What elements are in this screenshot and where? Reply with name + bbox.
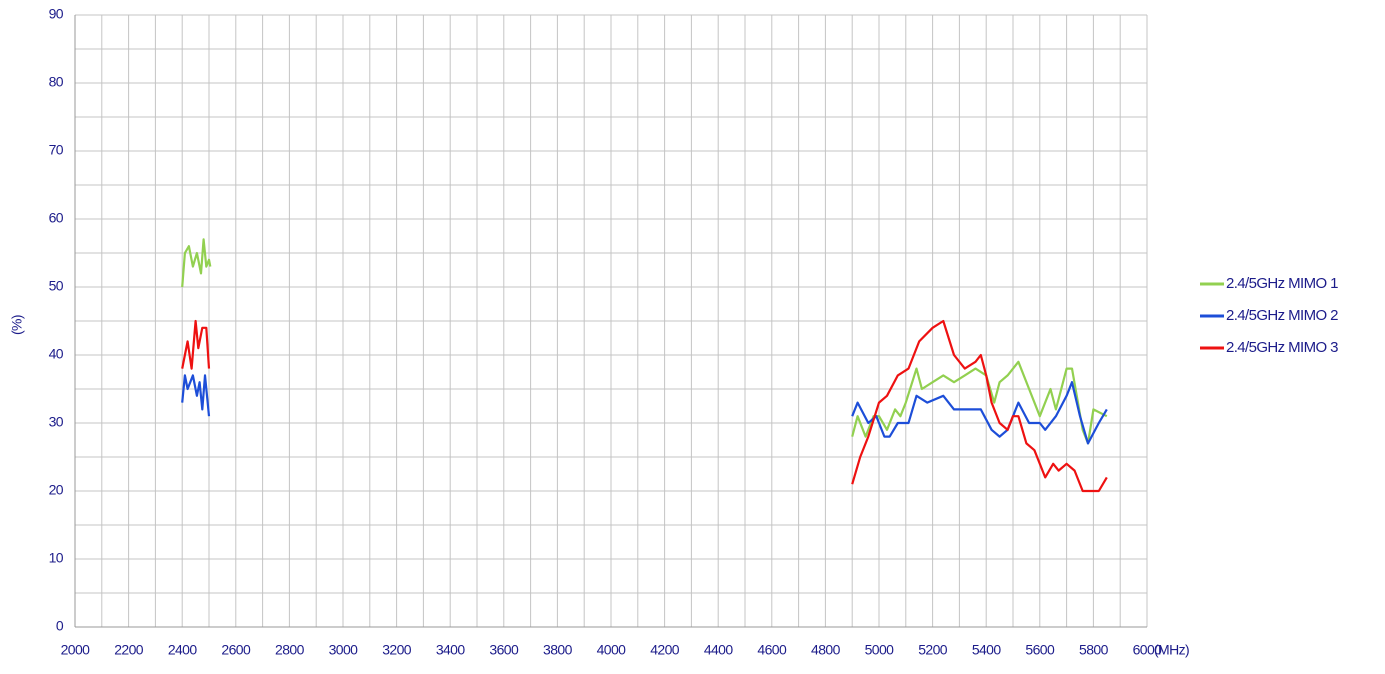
data-line	[181, 238, 1108, 445]
y-tick-label: 40	[49, 346, 64, 362]
y-tick-label: 30	[49, 414, 64, 430]
y-tick-label: 70	[49, 142, 64, 158]
x-tick-label: 2000	[61, 642, 91, 658]
y-tick-label: 50	[49, 278, 64, 294]
x-tick-label: 2800	[275, 642, 305, 658]
x-tick-label: 4400	[704, 642, 734, 658]
x-tick-label: 3000	[329, 642, 359, 658]
y-tick-label: 80	[49, 74, 64, 90]
legend-label: 2.4/5GHz MIMO 1	[1226, 275, 1338, 292]
x-tick-label: 6000	[1133, 642, 1163, 658]
data-line	[181, 374, 1108, 445]
x-tick-label: 4200	[650, 642, 680, 658]
x-tick-label: 5200	[918, 642, 948, 658]
legend-label: 2.4/5GHz MIMO 2	[1226, 307, 1338, 324]
x-tick-label: 5600	[1025, 642, 1055, 658]
x-tick-label: 3800	[543, 642, 573, 658]
legend: 2.4/5GHz MIMO 1 2.4/5GHz MIMO 2 2.4/5GHz M…	[1200, 275, 1339, 356]
y-tick-label: 10	[49, 550, 64, 566]
x-tick-label: 5800	[1079, 642, 1109, 658]
x-tick-label: 5000	[865, 642, 895, 658]
x-tick-label: 5400	[972, 642, 1002, 658]
x-tick-label: 4800	[811, 642, 841, 658]
data-line	[181, 319, 1108, 493]
y-tick-label: 60	[49, 210, 64, 226]
y-tick-label: 90	[49, 6, 64, 22]
x-tick-label: 2600	[221, 642, 251, 658]
x-tick-label: 3200	[382, 642, 412, 658]
x-tick-label: 3400	[436, 642, 466, 658]
x-tick-label: 3600	[489, 642, 519, 658]
legend-label: 2.4/5GHz MIMO 3	[1226, 339, 1338, 356]
x-tick-label: 2200	[114, 642, 144, 658]
y-tick-label: 0	[56, 618, 64, 634]
x-tick-label: 4000	[597, 642, 627, 658]
y-tick-label: 20	[49, 482, 64, 498]
x-axis-label: (MHz)	[1154, 642, 1189, 658]
x-tick-label: 2400	[168, 642, 198, 658]
x-tick-label: 4600	[757, 642, 787, 658]
y-axis-label: (%)	[9, 315, 25, 335]
